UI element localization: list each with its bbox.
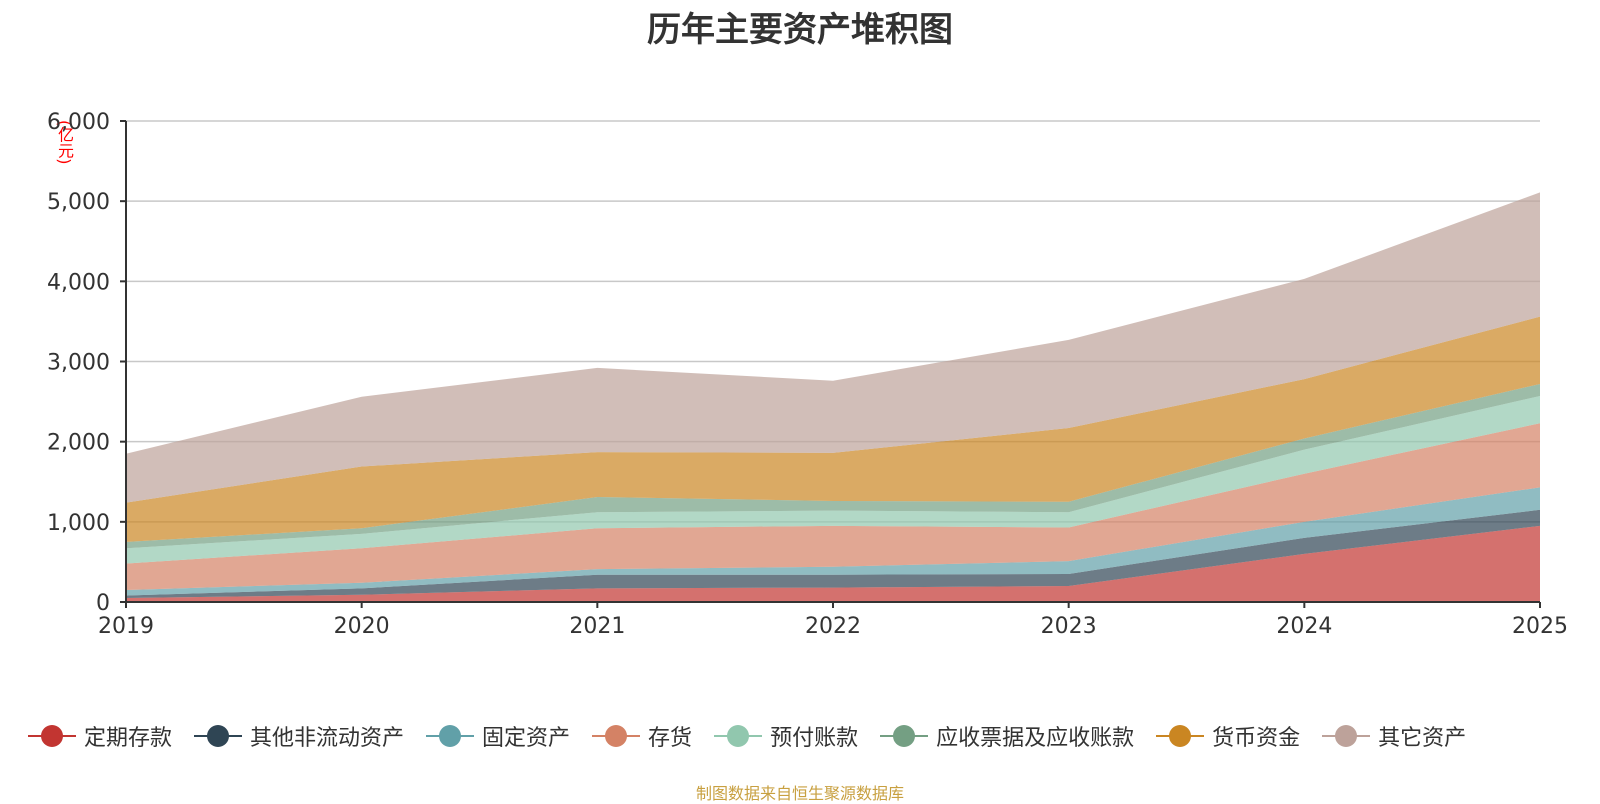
y-axis-unit-label: (亿元) bbox=[55, 120, 74, 165]
legend-label: 其他非流动资产 bbox=[250, 726, 405, 751]
legend-label: 预付账款 bbox=[770, 726, 859, 751]
y-tick-label: 2,000 bbox=[47, 431, 110, 456]
area-series bbox=[126, 192, 1540, 602]
area-series-5[interactable] bbox=[126, 395, 1540, 564]
legend-item-8[interactable]: 其它资产 bbox=[1322, 720, 1466, 752]
legend-item-2[interactable]: 其他非流动资产 bbox=[194, 720, 404, 752]
x-tick-label: 2025 bbox=[1512, 614, 1568, 639]
legend-item-6[interactable]: 应收票据及应收账款 bbox=[880, 720, 1134, 752]
axes bbox=[120, 120, 1541, 608]
y-tick-label: 6,000 bbox=[47, 110, 110, 135]
y-tick-label: 5,000 bbox=[47, 190, 110, 215]
chart-title: 历年主要资产堆积图 bbox=[647, 10, 953, 50]
legend-marker bbox=[714, 724, 763, 748]
legend-item-5[interactable]: 预付账款 bbox=[714, 720, 858, 752]
area-series-8[interactable] bbox=[126, 192, 1540, 503]
legend-label: 定期存款 bbox=[84, 726, 173, 751]
x-tick-label: 2023 bbox=[1041, 614, 1097, 639]
legend-item-1[interactable]: 定期存款 bbox=[28, 720, 172, 752]
legend-label: 货币资金 bbox=[1212, 726, 1301, 751]
legend-marker bbox=[1156, 724, 1205, 748]
y-tick-label: 4,000 bbox=[47, 270, 110, 295]
area-series-3[interactable] bbox=[126, 487, 1540, 596]
legend-marker bbox=[28, 724, 76, 748]
legend-marker bbox=[1322, 724, 1371, 748]
legend-label: 存货 bbox=[648, 726, 693, 751]
area-series-7[interactable] bbox=[126, 316, 1540, 542]
legend-label: 其它资产 bbox=[1378, 726, 1467, 751]
legend-item-4[interactable]: 存货 bbox=[592, 720, 692, 752]
x-tick-label: 2024 bbox=[1276, 614, 1332, 639]
x-tick-label: 2021 bbox=[569, 614, 625, 639]
x-tick-label: 2019 bbox=[98, 614, 154, 639]
tick-labels: 0 1,000 2,000 3,000 4,000 5,000 6,000 2019 2020 2… bbox=[47, 110, 1568, 639]
y-tick-label: 0 bbox=[96, 591, 110, 616]
legend-item-3[interactable]: 固定资产 bbox=[426, 720, 570, 752]
legend-marker bbox=[880, 724, 929, 748]
legend-label: 应收票据及应收账款 bbox=[936, 726, 1135, 751]
area-series-2[interactable] bbox=[126, 509, 1540, 598]
legend-marker bbox=[426, 724, 475, 748]
x-tick-label: 2022 bbox=[805, 614, 861, 639]
x-tick-label: 2020 bbox=[334, 614, 390, 639]
legend: 定期存款 其他非流动资产 固定资产 存货 预付账款 应收票据及应收账款 货币资金 其它资产 bbox=[28, 718, 1488, 754]
legend-marker bbox=[194, 724, 243, 748]
area-series-4[interactable] bbox=[126, 423, 1540, 590]
legend-item-7[interactable]: 货币资金 bbox=[1156, 720, 1300, 752]
data-source-note: 制图数据来自恒生聚源数据库 bbox=[695, 784, 904, 803]
y-tick-label: 1,000 bbox=[47, 511, 110, 536]
legend-marker bbox=[592, 724, 641, 748]
legend-label: 固定资产 bbox=[482, 726, 571, 751]
y-tick-label: 3,000 bbox=[47, 351, 110, 376]
area-series-1[interactable] bbox=[126, 525, 1540, 602]
